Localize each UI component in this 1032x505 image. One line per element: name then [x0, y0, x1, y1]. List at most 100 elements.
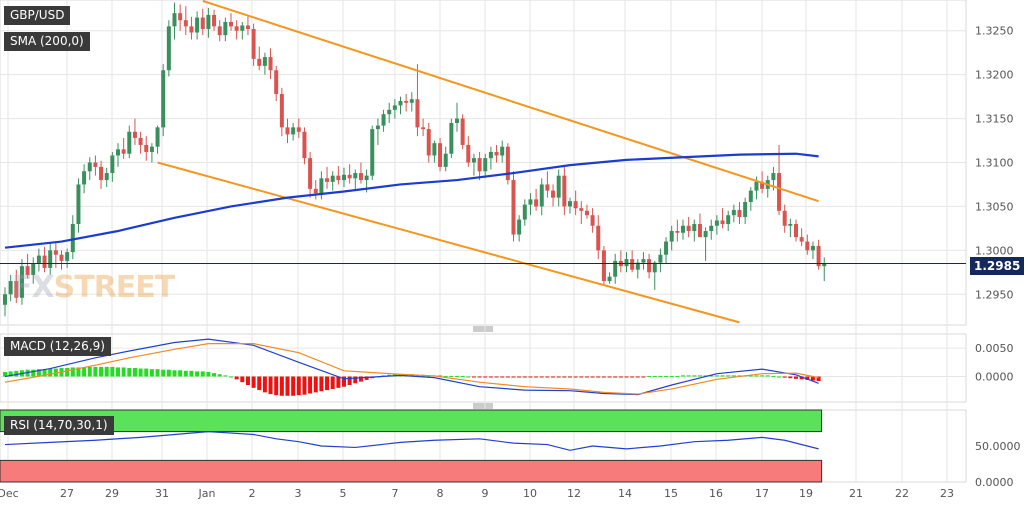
candle-body	[387, 109, 392, 115]
symbol-tag: GBP/USD	[4, 6, 71, 25]
macd-histogram-bar	[709, 375, 714, 377]
candle-body	[87, 162, 92, 172]
macd-histogram-bar	[517, 376, 522, 378]
y-tick-label: 1.3250	[975, 25, 1014, 38]
macd-histogram-bar	[681, 375, 685, 377]
macd-histogram-bar	[217, 374, 222, 377]
macd-histogram-bar	[82, 367, 87, 377]
candle-body	[443, 153, 448, 167]
candle-body	[709, 225, 714, 232]
candle-body	[398, 101, 403, 106]
macd-histogram-bar	[449, 375, 454, 377]
candle-body	[347, 174, 352, 179]
macd-histogram-bar	[788, 376, 793, 379]
candle-body	[517, 219, 522, 235]
macd-histogram-bar	[438, 375, 443, 377]
candle-body	[438, 143, 443, 167]
x-tick-label: 12	[567, 487, 581, 500]
candle-body	[36, 255, 41, 264]
candle-body	[703, 231, 708, 238]
macd-histogram-bar	[178, 370, 183, 377]
x-tick-label: 2	[249, 487, 256, 500]
x-tick-label: 17	[755, 487, 769, 500]
macd-histogram-bar	[285, 376, 290, 396]
candle-body	[432, 143, 437, 156]
candle-body	[466, 144, 471, 163]
candle-body	[731, 209, 736, 216]
candle-body	[161, 70, 166, 128]
sma-indicator-tag: SMA (200,0)	[4, 32, 90, 51]
macd-histogram-bar	[573, 376, 578, 378]
macd-histogram-bar	[132, 368, 137, 377]
candle-body	[217, 26, 222, 36]
macd-histogram-bar	[319, 376, 324, 392]
candle-body	[234, 26, 239, 31]
macd-histogram-bar	[607, 376, 612, 378]
candle-body	[144, 144, 149, 152]
x-tick-label: 5	[340, 487, 347, 500]
macd-histogram-bar	[754, 375, 759, 377]
macd-histogram-bar	[568, 376, 572, 378]
candle-body	[449, 122, 454, 154]
candle-body	[104, 173, 109, 181]
macd-histogram-bar	[262, 376, 267, 393]
macd-histogram-bar	[635, 376, 640, 378]
macd-histogram-bar	[505, 376, 510, 378]
macd-histogram-bar	[257, 376, 262, 391]
y-tick-label: 1.3050	[975, 200, 1014, 213]
macd-histogram-bar	[308, 376, 313, 394]
candle-body	[82, 171, 87, 185]
y-tick-label: 1.3000	[975, 244, 1014, 257]
candle-body	[358, 173, 363, 181]
candle-body	[76, 184, 81, 224]
macd-histogram-bar	[302, 376, 307, 395]
candle-body	[664, 241, 669, 255]
candle-body	[471, 158, 476, 163]
candle-body	[477, 158, 482, 172]
macd-histogram-bar	[42, 369, 47, 377]
candle-body	[42, 255, 47, 268]
macd-histogram-bar	[48, 368, 53, 377]
candle-body	[692, 223, 697, 232]
candle-body	[584, 210, 589, 216]
candle-body	[562, 175, 567, 207]
macd-histogram-bar	[121, 367, 126, 377]
macd-histogram-bar	[325, 376, 330, 391]
macd-histogram-bar	[618, 376, 623, 378]
candle-body	[110, 155, 115, 174]
macd-histogram-bar	[330, 376, 335, 389]
macd-y-tick-label: 0.0000	[975, 371, 1014, 384]
candle-body	[534, 199, 539, 207]
macd-histogram-bar	[14, 370, 19, 377]
macd-histogram-bar	[127, 368, 132, 377]
macd-histogram-bar	[816, 376, 821, 382]
candle-body	[613, 260, 618, 277]
macd-histogram-bar	[601, 376, 606, 378]
candle-body	[166, 26, 171, 71]
macd-histogram-bar	[562, 376, 567, 378]
macd-histogram-bar	[726, 375, 731, 377]
candle-body	[375, 125, 380, 130]
candle-body	[364, 175, 369, 181]
macd-histogram-bar	[579, 376, 584, 378]
candle-body	[25, 266, 30, 275]
macd-histogram-bar	[686, 375, 691, 377]
candle-body	[121, 149, 126, 154]
macd-histogram-bar	[274, 376, 279, 396]
candle-body	[500, 146, 505, 156]
sma-200-line	[4, 152, 819, 249]
macd-histogram-bar	[720, 375, 725, 377]
macd-histogram-bar	[777, 376, 782, 378]
candle-body	[624, 259, 629, 267]
macd-histogram-bar	[488, 376, 493, 378]
macd-histogram-bar	[161, 369, 166, 377]
macd-histogram-bar	[31, 369, 36, 377]
candle-body	[494, 151, 499, 156]
macd-histogram-bar	[460, 375, 465, 377]
candle-body	[178, 13, 183, 21]
candle-body	[262, 57, 267, 66]
rsi-y-tick-label: 50.0000	[975, 440, 1021, 453]
candle-body	[522, 204, 527, 220]
candle-body	[189, 26, 194, 33]
macd-histogram-bar	[234, 376, 239, 380]
